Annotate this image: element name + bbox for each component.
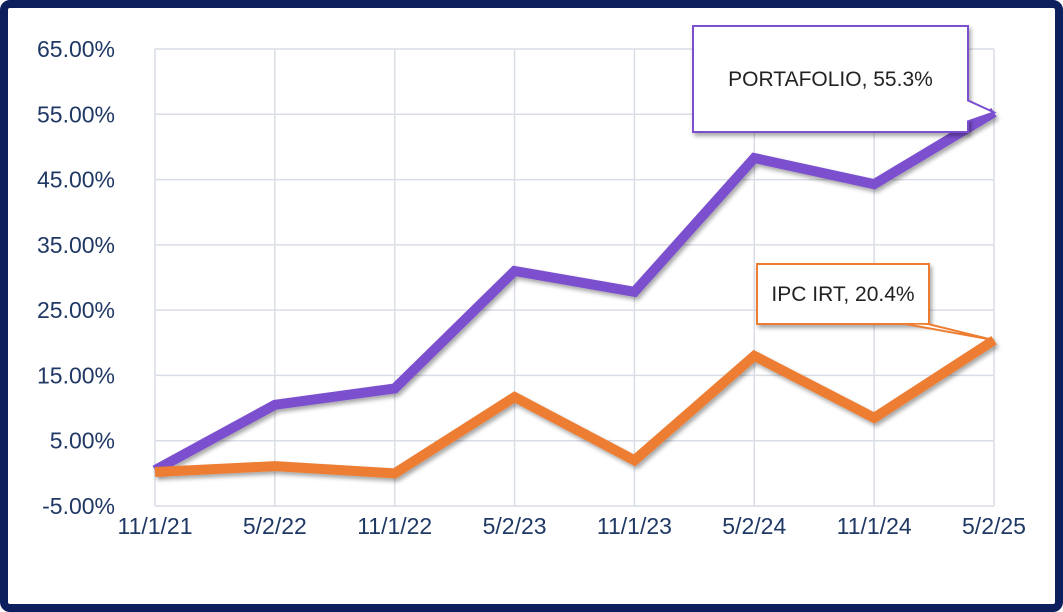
annotation: IPC IRT, 20.4% <box>771 283 914 306</box>
y-tick-label: 5.00% <box>50 428 115 454</box>
x-tick-label: 5/2/24 <box>722 513 786 539</box>
y-tick-label: 15.00% <box>37 362 115 388</box>
x-tick-label: 11/1/23 <box>597 513 672 539</box>
y-tick-label: 45.00% <box>37 167 115 193</box>
y-tick-label: 65.00% <box>37 36 115 62</box>
x-tick-label: 11/1/24 <box>837 513 912 539</box>
series-line <box>154 335 997 479</box>
x-tick-label: 5/2/22 <box>243 513 307 539</box>
x-tick-label: 5/2/25 <box>962 513 1026 539</box>
y-tick-label: 35.00% <box>37 232 115 258</box>
series-line <box>152 108 997 475</box>
y-tick-label: 55.00% <box>37 101 115 127</box>
x-tick-label: 11/1/21 <box>117 513 192 539</box>
y-tick-label: 25.00% <box>37 297 115 323</box>
x-tick-label: 11/1/22 <box>357 513 432 539</box>
annotation: PORTAFOLIO, 55.3% <box>728 68 933 91</box>
callout-cover <box>694 27 967 131</box>
callout-cover <box>758 265 928 323</box>
callout-pointer <box>899 322 995 342</box>
x-tick-label: 5/2/23 <box>483 513 547 539</box>
y-tick-label: -5.00% <box>42 493 115 519</box>
